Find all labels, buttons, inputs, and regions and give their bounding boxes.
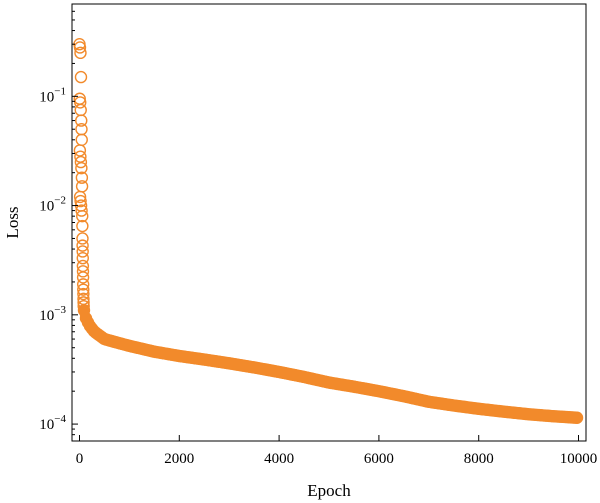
data-point xyxy=(76,271,90,284)
data-point xyxy=(76,219,89,233)
data-point xyxy=(76,209,89,223)
data-point xyxy=(74,194,87,208)
series-line xyxy=(79,305,583,423)
data-point xyxy=(77,283,90,296)
y-axis-ticks: 10−4 10−3 10−2 10−1 xyxy=(39,10,78,442)
data-point xyxy=(73,144,87,157)
data-point xyxy=(74,155,88,169)
y-tick-label: 10−2 xyxy=(39,195,66,215)
y-tick-label: 10−4 xyxy=(39,413,66,433)
y-tick-label: 10−1 xyxy=(39,85,66,105)
x-tick-label: 0 xyxy=(76,451,84,467)
data-point xyxy=(75,114,88,127)
x-tick-label: 10000 xyxy=(560,451,598,467)
x-tick-label: 2000 xyxy=(164,451,194,467)
data-point xyxy=(75,204,88,217)
data-point xyxy=(74,103,87,117)
data-point xyxy=(74,46,87,60)
data-point xyxy=(75,161,88,175)
plot-frame xyxy=(71,3,587,442)
data-point xyxy=(76,265,90,278)
data-point xyxy=(73,190,87,204)
data-point xyxy=(76,245,89,258)
data-point xyxy=(77,287,90,301)
data-point xyxy=(74,70,88,84)
data-point xyxy=(74,96,87,109)
data-point xyxy=(73,41,87,54)
data-point xyxy=(75,133,88,147)
data-point xyxy=(76,251,89,265)
data-point xyxy=(76,278,90,291)
x-tick-label: 6000 xyxy=(364,451,394,467)
x-tick-label: 4000 xyxy=(264,451,294,467)
x-axis-ticks: 0 2000 4000 6000 8000 10000 xyxy=(76,435,598,467)
data-point xyxy=(76,232,89,245)
data-point xyxy=(75,171,89,184)
data-point xyxy=(76,239,89,252)
x-axis-label: Epoch xyxy=(307,481,351,500)
y-axis-label: Loss xyxy=(3,206,22,238)
data-marks xyxy=(73,38,584,424)
y-tick-label: 10−3 xyxy=(39,304,66,324)
x-tick-label: 8000 xyxy=(464,451,494,467)
